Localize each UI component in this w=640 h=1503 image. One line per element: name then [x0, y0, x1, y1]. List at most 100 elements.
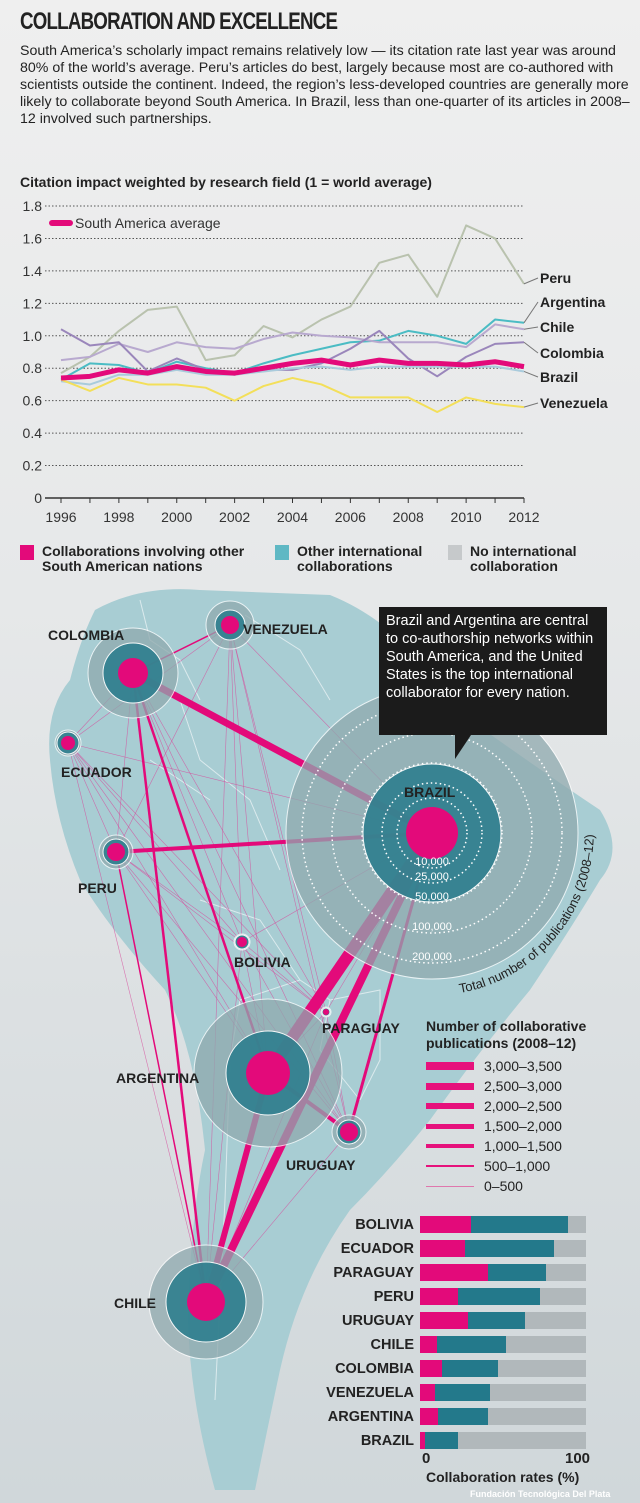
x-tick-label: 2004: [277, 509, 308, 525]
country-label-brazil: BRAZIL: [404, 784, 456, 800]
bolivia-sa-circle[interactable]: [237, 937, 247, 947]
bar-segment-sa: [420, 1384, 435, 1401]
paraguay-sa-circle[interactable]: [323, 1009, 329, 1015]
legend-label: Other international collaborations: [297, 543, 423, 574]
leader-line: [523, 277, 539, 285]
legend-intl: Other international collaborations: [275, 544, 445, 574]
series-label: Argentina: [540, 294, 606, 310]
bar-label: COLOMBIA: [335, 1360, 414, 1377]
ring-label: 200,000: [412, 951, 452, 963]
country-label-ecuador: ECUADOR: [61, 764, 132, 780]
ecuador-sa-circle[interactable]: [61, 736, 75, 750]
series-label: Colombia: [540, 345, 604, 361]
bar-label: ECUADOR: [340, 1240, 414, 1257]
series-line-brazil: [60, 365, 525, 386]
leader-line: [523, 402, 539, 408]
y-tick-label: 0.2: [23, 458, 43, 474]
peru-sa-circle[interactable]: [107, 843, 125, 861]
stacked-bar: [420, 1336, 586, 1353]
legend-label: No international collaboration: [470, 543, 577, 574]
x-tick-label: 2010: [451, 509, 482, 525]
bar-label: CHILE: [370, 1336, 415, 1353]
edge-thin: [229, 624, 327, 1013]
width-legend-item: 1,500–2,000: [426, 1118, 562, 1134]
edge-thin: [132, 672, 327, 1013]
pink-swatch: [20, 545, 34, 560]
edge-thin: [67, 742, 117, 853]
bar-segment-none: [539, 1288, 586, 1305]
brazil-sa-circle[interactable]: [406, 807, 458, 859]
bar-label: ARGENTINA: [327, 1408, 414, 1425]
country-label-uruguay: URUGUAY: [286, 1157, 356, 1173]
series-line-peru: [60, 224, 525, 374]
width-legend-item: 2,000–2,500: [426, 1098, 562, 1114]
bar-segment-sa: [420, 1264, 489, 1281]
series-label: Brazil: [540, 369, 578, 385]
bar-row: URUGUAY: [300, 1312, 592, 1329]
bar-row: PERU: [300, 1288, 592, 1305]
uruguay-sa-circle[interactable]: [340, 1123, 358, 1141]
country-label-argentina: ARGENTINA: [116, 1070, 199, 1086]
bar-segment-none: [489, 1384, 586, 1401]
bar-segment-sa: [420, 1216, 472, 1233]
edge-thin: [115, 624, 231, 853]
bar-segment-sa: [420, 1432, 425, 1449]
bar-label: BOLIVIA: [355, 1216, 414, 1233]
width-legend-label: 3,000–3,500: [484, 1058, 562, 1074]
scale-ring: [381, 782, 483, 884]
x-tick-label: 1998: [103, 509, 134, 525]
series-line-south-america-average: [60, 357, 525, 381]
bar-segment-none: [524, 1312, 586, 1329]
width-legend-label: 500–1,000: [484, 1158, 551, 1174]
watermark-logo: Fundación Tecnológica Del Plata: [470, 1489, 611, 1499]
colombia-sa-circle[interactable]: [118, 658, 148, 688]
page-title: COLLABORATION AND EXCELLENCE: [20, 8, 338, 35]
chile-sa-circle[interactable]: [187, 1283, 225, 1321]
axis-min: 0: [422, 1450, 431, 1467]
bar-row: PARAGUAY: [300, 1264, 592, 1281]
width-legend-item: 1,000–1,500: [426, 1138, 562, 1154]
ring-label: 10,000: [415, 856, 449, 868]
stacked-bar: [420, 1408, 586, 1425]
x-tick-label: 2002: [219, 509, 250, 525]
bar-row: COLOMBIA: [300, 1360, 592, 1377]
bar-segment-none: [488, 1408, 586, 1425]
width-legend-label: 1,000–1,500: [484, 1138, 562, 1154]
scale-ring: [361, 762, 503, 904]
stacked-bar: [420, 1288, 586, 1305]
callout-box: Brazil and Argentina are central to co-a…: [379, 607, 607, 759]
gray-swatch: [448, 545, 462, 560]
edge-thin: [229, 624, 243, 943]
ring-label: 50,000: [415, 891, 449, 903]
venezuela-sa-circle[interactable]: [221, 616, 239, 634]
scale-ring: [331, 732, 533, 934]
legend-label: Collaborations involving other South Ame…: [42, 543, 245, 574]
stacked-bar: [420, 1312, 586, 1329]
width-legend-label: 0–500: [484, 1178, 523, 1194]
line-width-swatch: [426, 1123, 474, 1129]
edge-thin: [205, 624, 231, 1303]
argentina-sa-circle[interactable]: [246, 1051, 290, 1095]
leader-line: [523, 371, 539, 378]
bar-row: ARGENTINA: [300, 1408, 592, 1425]
leader-line: [523, 341, 539, 354]
y-tick-label: 1.4: [23, 263, 43, 279]
edge-thin: [115, 851, 243, 943]
bar-segment-intl: [436, 1336, 507, 1353]
y-tick-label: 0: [34, 490, 42, 506]
bar-label: PERU: [373, 1288, 414, 1305]
bar-segment-intl: [424, 1432, 459, 1449]
legend-sa: Collaborations involving other South Ame…: [20, 544, 270, 574]
line-width-swatch: [426, 1164, 474, 1168]
bar-label: BRAZIL: [360, 1432, 414, 1449]
bar-segment-intl: [468, 1312, 525, 1329]
y-tick-label: 1.2: [23, 295, 43, 311]
country-label-paraguay: PARAGUAY: [322, 1020, 400, 1036]
stacked-bar: [420, 1384, 586, 1401]
bar-segment-intl: [434, 1384, 490, 1401]
width-legend-title: Number of collaborative publications (20…: [426, 1018, 587, 1051]
bar-segment-intl: [471, 1216, 568, 1233]
bar-segment-sa: [420, 1408, 439, 1425]
bar-label: PARAGUAY: [333, 1264, 414, 1281]
